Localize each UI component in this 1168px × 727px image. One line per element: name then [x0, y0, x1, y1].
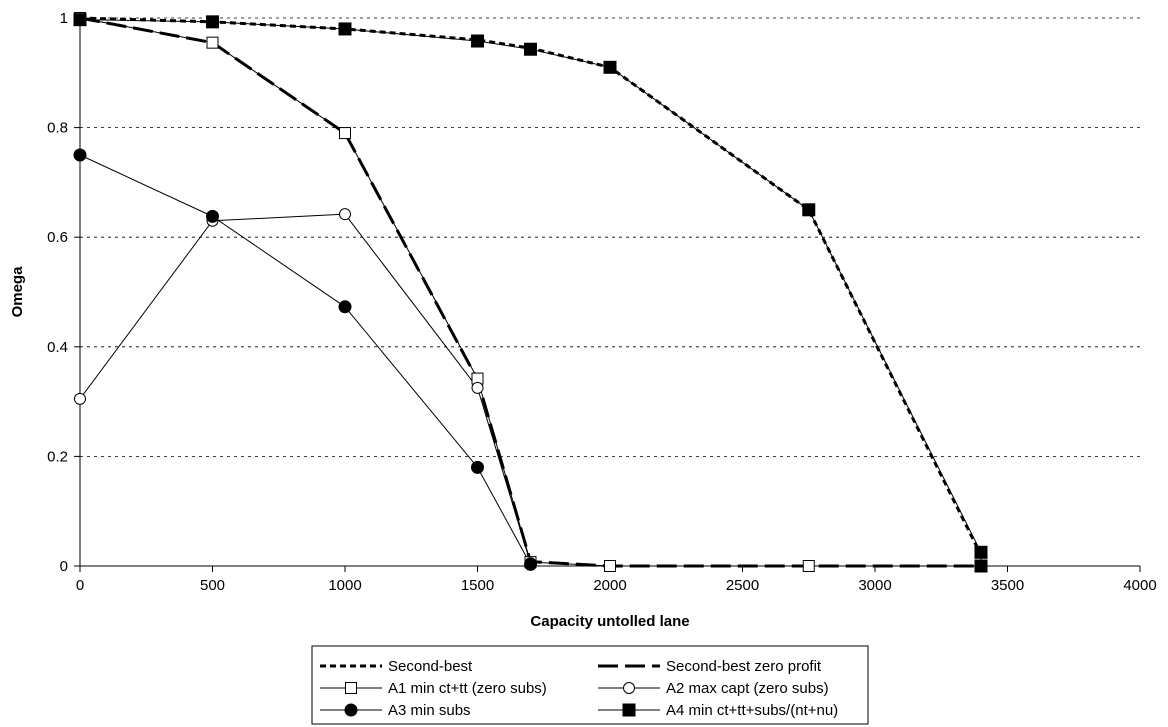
x-tick-label: 0 [76, 577, 84, 594]
series-5-point [338, 300, 352, 314]
series-4-point [471, 381, 484, 394]
markers-layer [73, 12, 988, 573]
legend-marker-5 [344, 703, 358, 717]
legend-marker-4 [623, 682, 635, 694]
series-line-6 [79, 19, 982, 566]
series-6-point [73, 13, 87, 27]
x-tick-label: 2000 [593, 577, 626, 594]
series-5-point [471, 460, 484, 474]
y-tick-label: 1 [60, 10, 68, 27]
x-tick-label: 1500 [461, 577, 494, 594]
series-6-point [524, 42, 537, 56]
legend-label-5: A3 min subs [388, 702, 471, 719]
x-axis-title: Capacity untolled lane [530, 613, 689, 630]
series-5-point [524, 557, 537, 571]
series-6-point [802, 203, 816, 217]
y-tick-label: 0.6 [47, 229, 68, 246]
x-tick-label: 500 [200, 577, 225, 594]
series-4-point [339, 208, 351, 221]
series-3-point [206, 36, 219, 49]
x-tick-label: 4000 [1123, 577, 1156, 594]
series-3-point [802, 560, 815, 572]
x-tick-label: 2500 [726, 577, 759, 594]
series-6-point [206, 15, 219, 29]
series-line-1 [79, 16, 983, 556]
series-6-point [603, 60, 617, 74]
series-3-point [604, 560, 616, 572]
axes [79, 18, 1140, 567]
legend: Second-best Second-best zero profit A1 min… [311, 645, 869, 725]
series-5-point [73, 148, 87, 162]
series-4-point [74, 392, 86, 405]
x-tick-label: 3500 [991, 577, 1024, 594]
y-tick-label: 0.4 [47, 339, 68, 356]
y-tick-label: 0.8 [47, 120, 68, 137]
legend-box [311, 645, 869, 725]
legend-label-4: A2 max capt (zero subs) [666, 680, 829, 697]
series-6-point [974, 559, 988, 573]
legend-label-2: Second-best zero profit [666, 658, 822, 675]
series-6-point [471, 34, 484, 48]
legend-label-3: A1 min ct+tt (zero subs) [388, 680, 547, 697]
series-line-4 [79, 213, 531, 564]
series-3-point [339, 127, 351, 140]
series-layer [79, 16, 983, 568]
series-6-point [338, 22, 352, 36]
grid-lines [80, 17, 1140, 457]
y-tick-label: 0 [60, 558, 68, 575]
legend-label-1: Second-best [388, 658, 473, 675]
series-line-3 [79, 17, 981, 567]
tick-marks: 0 0.2 0.4 0.6 0.8 1 0 500 1000 1500 2000 2500 3000 35… [47, 10, 1157, 594]
series-6-point [974, 545, 988, 559]
legend-marker-6 [622, 703, 636, 717]
y-tick-label: 0.2 [47, 448, 68, 465]
legend-label-6: A4 min ct+tt+subs/(nt+nu) [666, 702, 838, 719]
legend-marker-3 [345, 682, 357, 694]
series-line-2 [79, 16, 981, 568]
y-axis-title: Omega [9, 266, 26, 318]
x-tick-label: 1000 [328, 577, 361, 594]
x-tick-label: 3000 [858, 577, 891, 594]
series-5-point [206, 209, 219, 223]
